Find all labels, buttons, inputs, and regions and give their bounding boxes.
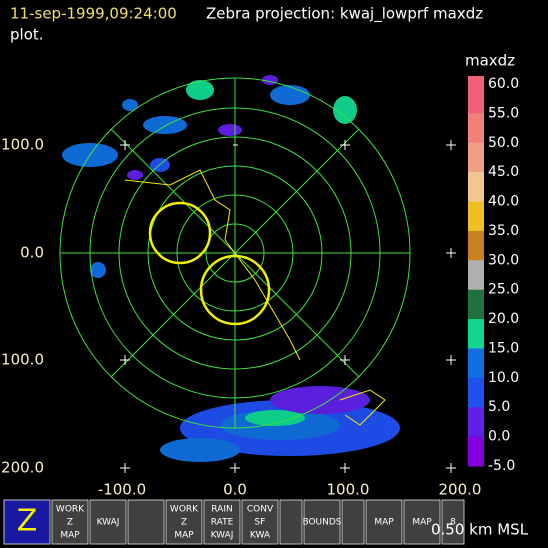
toolbar-button[interactable]: BOUNDS — [302, 499, 342, 545]
timestamp: 11-sep-1999,09:24:00 — [10, 5, 177, 23]
toolbar-button[interactable] — [341, 499, 365, 545]
colorbar-title: maxdz — [465, 52, 515, 70]
colorbar-label: 5.0 — [488, 399, 510, 415]
x-axis-label: 100.0 — [327, 481, 370, 499]
colorbar-swatch — [468, 289, 484, 320]
colorbar-swatch — [468, 348, 484, 379]
button-label: SF — [255, 518, 266, 528]
toolbar-button[interactable]: 8 — [441, 499, 465, 545]
colorbar-label: 20.0 — [488, 311, 519, 327]
toolbar-button[interactable]: MAP — [365, 499, 403, 545]
colorbar-label: -5.0 — [488, 458, 515, 474]
colorbar-swatch — [468, 201, 484, 232]
y-axis-label: 200.0 — [1, 459, 44, 477]
altitude: 0.50 km MSL — [431, 521, 529, 539]
colorbar-label: 35.0 — [488, 223, 519, 239]
x-axis-label: 200.0 — [439, 481, 482, 499]
colorbar-label: 60.0 — [488, 76, 519, 92]
button-label: RATE — [211, 518, 234, 528]
button-face — [441, 499, 465, 545]
toolbar-button[interactable]: WORK Z MAP — [51, 499, 89, 545]
colorbar-swatch — [468, 377, 484, 408]
colorbar-label: 10.0 — [488, 370, 519, 386]
colorbar-swatch — [468, 319, 484, 349]
button-label: BOUNDS — [302, 518, 341, 528]
button-label: WORK — [170, 505, 199, 515]
button-label: KWAJ — [211, 531, 234, 541]
colorbar-label: 15.0 — [488, 340, 519, 356]
button-face — [341, 499, 365, 545]
colorbar-swatch — [468, 260, 484, 291]
button-label: Z — [67, 518, 73, 528]
title: Zebra projection: kwaj_lowprf maxdz — [206, 5, 483, 24]
grid-crosses — [120, 140, 456, 473]
button-face — [165, 499, 203, 545]
toolbar-button[interactable] — [127, 499, 165, 545]
colorbar-label: 25.0 — [488, 282, 519, 298]
button-face — [3, 499, 51, 545]
button-label: MAP — [60, 531, 80, 541]
button-face — [403, 499, 441, 545]
button-label: KWA — [250, 531, 271, 541]
button-face — [89, 499, 127, 545]
button-label: Z — [17, 504, 38, 539]
x-axis-label: -100.0 — [98, 481, 146, 499]
button-label: Z — [181, 518, 187, 528]
colorbar-swatch — [468, 407, 484, 438]
colorbar-label: 55.0 — [488, 105, 519, 121]
colorbar-swatch — [468, 142, 484, 173]
button-face — [303, 499, 341, 545]
colorbar-label: 40.0 — [488, 194, 519, 210]
button-face — [127, 499, 165, 545]
button-face — [365, 499, 403, 545]
toolbar-button[interactable]: CONV SF KWA — [241, 499, 279, 545]
button-label: MAP — [174, 531, 194, 541]
button-label: RAIN — [211, 505, 232, 515]
button-label: WORK — [56, 505, 85, 515]
toolbar-button[interactable]: MAP — [403, 499, 441, 545]
colorbar-swatch — [468, 113, 484, 144]
toolbar-button[interactable]: Z — [3, 499, 51, 545]
y-axis-label: 100.0 — [1, 351, 44, 369]
colorbar-swatch — [468, 436, 484, 467]
button-label: MAP — [412, 518, 432, 528]
button-label: 8 — [450, 518, 456, 528]
colorbar-label: 0.0 — [488, 429, 510, 445]
colorbar-label: 45.0 — [488, 164, 519, 180]
colorbar-label: 30.0 — [488, 252, 519, 268]
toolbar-button[interactable]: RAIN RATE KWAJ — [203, 499, 241, 545]
button-face — [241, 499, 279, 545]
colorbar-swatch — [468, 172, 484, 203]
coastline — [124, 169, 386, 426]
y-axis-label: 0.0 — [20, 244, 44, 262]
colorbar-swatch — [468, 230, 484, 261]
button-label: KWAJ — [97, 518, 120, 528]
title-cont: plot. — [10, 26, 44, 44]
button-face — [279, 499, 303, 545]
colorbar-label: 50.0 — [488, 135, 519, 151]
colorbar-cap — [468, 76, 484, 84]
toolbar-button[interactable] — [279, 499, 303, 545]
button-face — [203, 499, 241, 545]
button-label: MAP — [374, 518, 394, 528]
toolbar-button[interactable]: KWAJ — [89, 499, 127, 545]
button-label: CONV — [247, 505, 274, 515]
colorbar-swatch — [468, 84, 484, 114]
toolbar-button[interactable]: WORK Z MAP — [165, 499, 203, 545]
button-face — [51, 499, 89, 545]
y-axis-label: 100.0 — [1, 136, 44, 154]
x-axis-label: 0.0 — [223, 481, 247, 499]
